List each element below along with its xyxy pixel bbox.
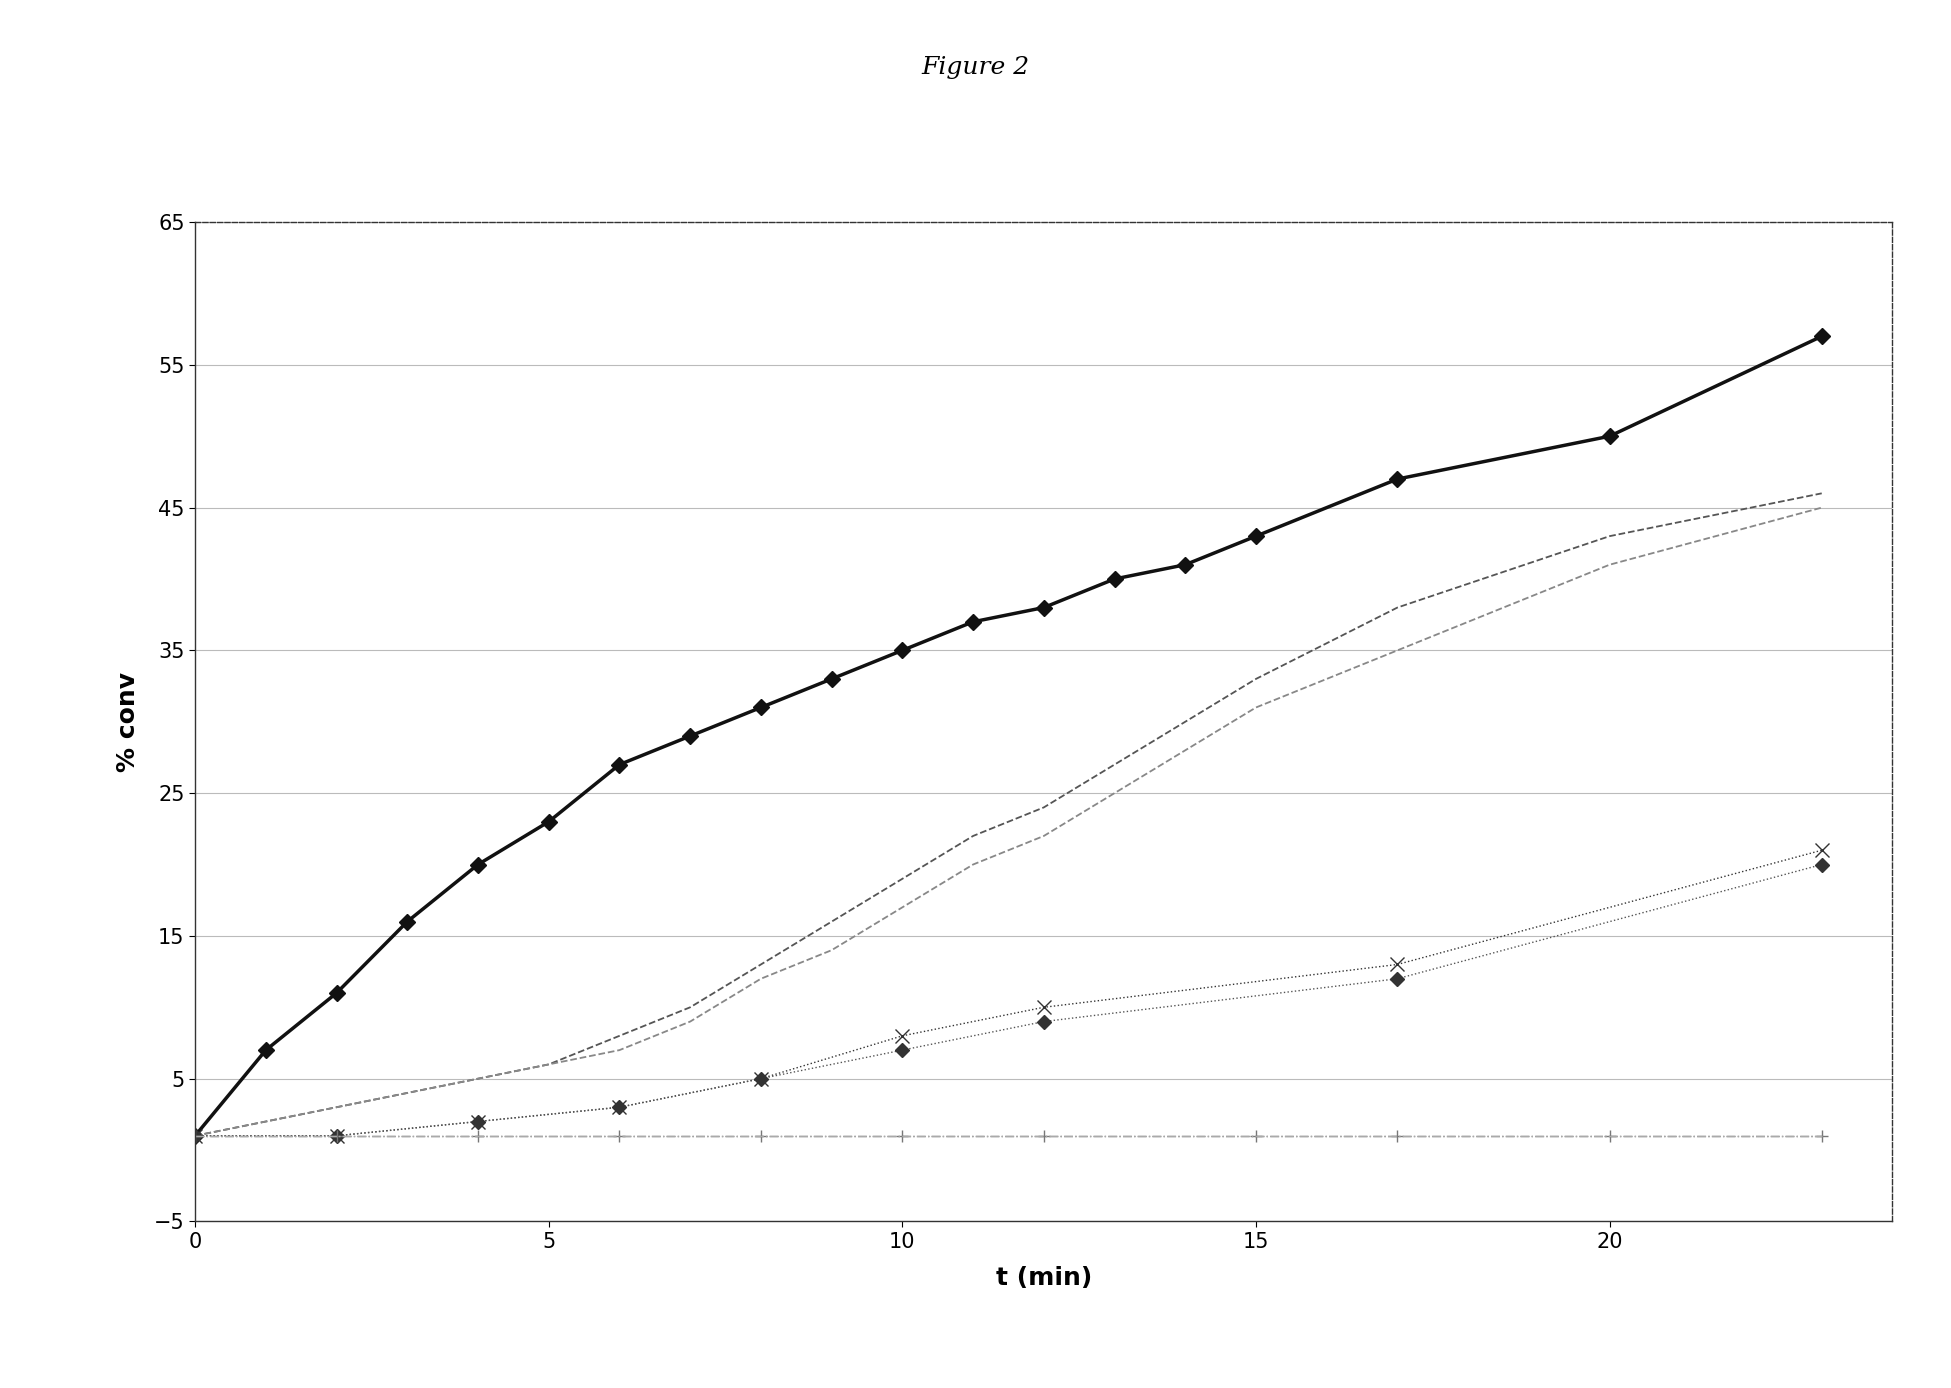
Y-axis label: % conv: % conv (115, 672, 140, 772)
Text: Figure 2: Figure 2 (921, 56, 1030, 79)
X-axis label: t (min): t (min) (995, 1266, 1093, 1289)
